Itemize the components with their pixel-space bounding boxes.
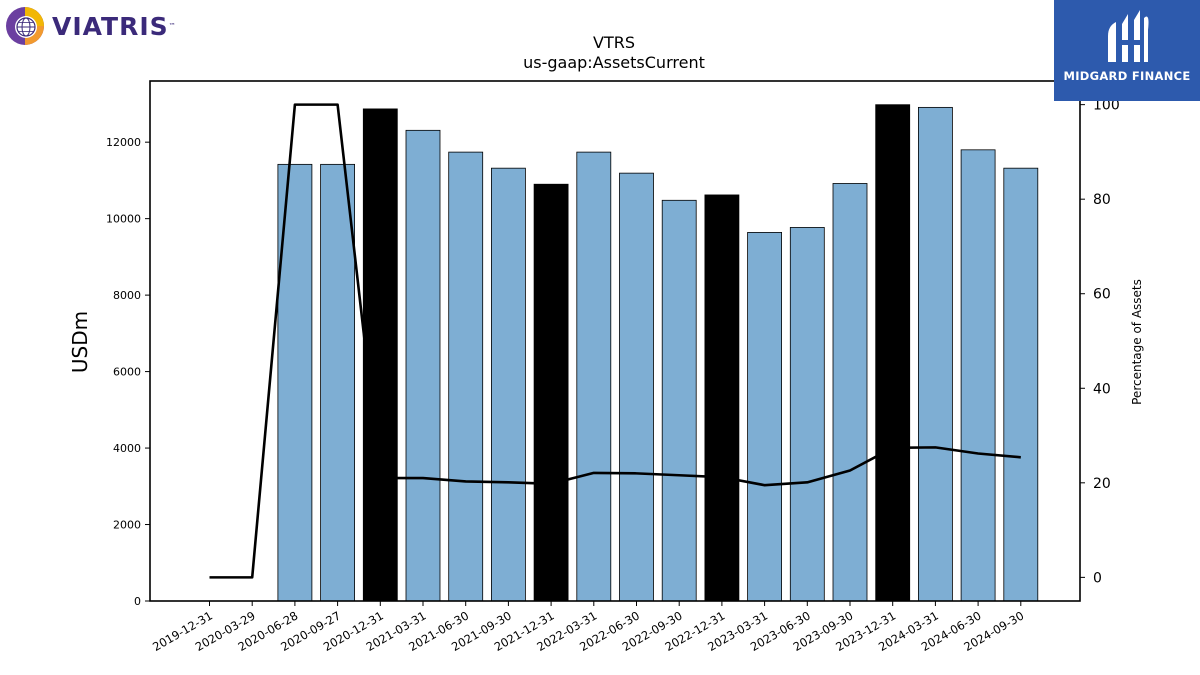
bar-2021-06-30	[448, 151, 484, 602]
viatris-globe-icon	[4, 5, 46, 47]
bar-2021-12-31	[533, 183, 569, 602]
y-tick-label: 8000	[113, 289, 141, 302]
bar-2023-06-30	[789, 227, 825, 602]
percentage-line	[209, 103, 1021, 579]
y2-tick-label: 80	[1093, 192, 1111, 208]
bar-2023-12-31	[875, 104, 911, 602]
bar-2022-12-31	[704, 194, 740, 602]
bar-2024-06-30	[960, 149, 996, 602]
percentage-line-series	[209, 103, 1021, 579]
y-tick-label: 6000	[113, 366, 141, 379]
y2-tick-label: 20	[1093, 476, 1111, 492]
y2-tick-label: 100	[1093, 98, 1120, 114]
bar-2021-03-31	[405, 129, 441, 602]
bar-2022-03-31	[576, 151, 612, 602]
midgard-emblem-icon	[1108, 10, 1149, 62]
bar-2022-06-30	[619, 172, 654, 602]
y-tick-label: 10000	[106, 213, 141, 226]
chart-subtitle: us-gaap:AssetsCurrent	[523, 53, 705, 72]
secondary-y-axis-label: Percentage of Assets	[1130, 279, 1144, 405]
bar-2024-09-30	[1003, 167, 1039, 602]
y-tick-label: 0	[134, 595, 141, 608]
midgard-finance-name: MIDGARD FINANCE	[1063, 69, 1191, 83]
bar-2023-03-31	[747, 232, 782, 602]
plot-frame	[149, 80, 1081, 602]
y2-tick-label: 0	[1093, 570, 1102, 586]
y2-tick-label: 60	[1093, 287, 1111, 303]
bar-2024-03-31	[918, 106, 953, 602]
bar-2021-09-30	[490, 167, 526, 602]
bar-2020-09-27	[320, 163, 356, 602]
bar-2023-09-30	[832, 183, 868, 602]
midgard-finance-logo: MIDGARD FINANCE	[1054, 0, 1200, 101]
chart-title: VTRS	[593, 33, 635, 52]
y-tick-label: 2000	[113, 519, 141, 532]
bar-2022-09-30	[661, 199, 697, 602]
viatris-wordmark: VIATRIS	[52, 11, 169, 41]
y-axis-label: USDm	[68, 311, 92, 373]
y2-tick-label: 40	[1093, 381, 1111, 397]
bar-2020-12-31	[362, 108, 398, 602]
bar-series	[277, 104, 1039, 602]
y-tick-label: 12000	[106, 136, 141, 149]
viatris-logo: VIATRIS ™	[4, 4, 176, 48]
trademark-symbol: ™	[168, 22, 176, 30]
y-tick-label: 4000	[113, 442, 141, 455]
